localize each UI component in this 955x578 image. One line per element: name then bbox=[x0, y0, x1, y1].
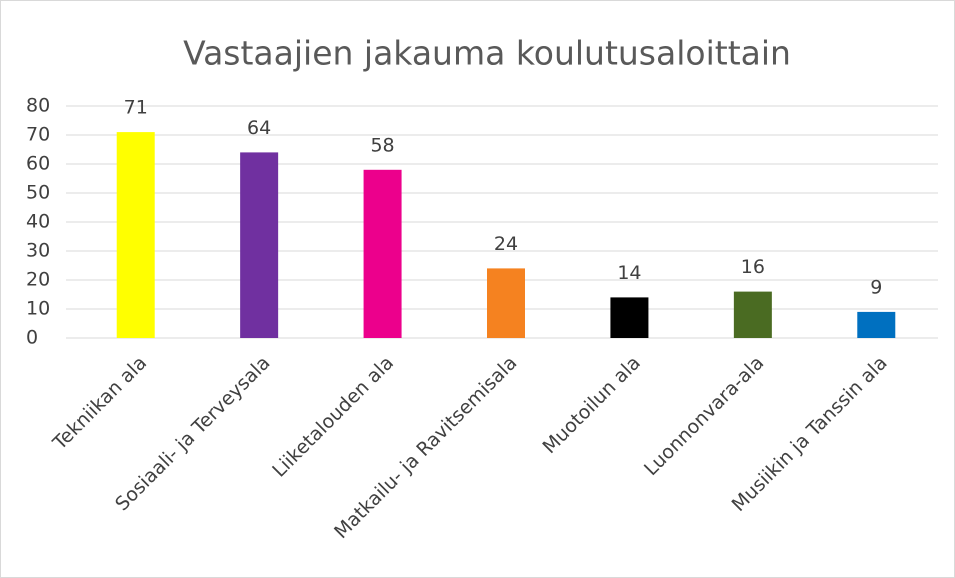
y-tick-label: 80 bbox=[26, 95, 50, 117]
y-tick-label: 30 bbox=[26, 240, 50, 262]
data-label: 71 bbox=[124, 97, 148, 119]
y-tick-label: 20 bbox=[26, 269, 50, 291]
data-label: 9 bbox=[870, 276, 882, 298]
data-label: 24 bbox=[494, 233, 518, 255]
data-label: 16 bbox=[741, 256, 765, 278]
y-tick-label: 70 bbox=[26, 124, 50, 146]
bar bbox=[116, 132, 155, 338]
bar bbox=[240, 152, 279, 338]
bar bbox=[857, 311, 896, 338]
y-tick-label: 10 bbox=[26, 298, 50, 320]
bar bbox=[610, 297, 649, 338]
y-tick-label: 0 bbox=[26, 327, 38, 349]
y-tick-label: 60 bbox=[26, 153, 50, 175]
y-tick-label: 50 bbox=[26, 182, 50, 204]
bar bbox=[733, 291, 772, 338]
bar bbox=[363, 169, 402, 338]
y-tick-label: 40 bbox=[26, 211, 50, 233]
data-label: 14 bbox=[617, 262, 641, 284]
data-label: 64 bbox=[247, 117, 271, 139]
bar bbox=[487, 268, 525, 338]
data-label: 58 bbox=[370, 134, 394, 156]
chart-title: Vastaajien jakauma koulutusaloittain bbox=[183, 34, 791, 73]
